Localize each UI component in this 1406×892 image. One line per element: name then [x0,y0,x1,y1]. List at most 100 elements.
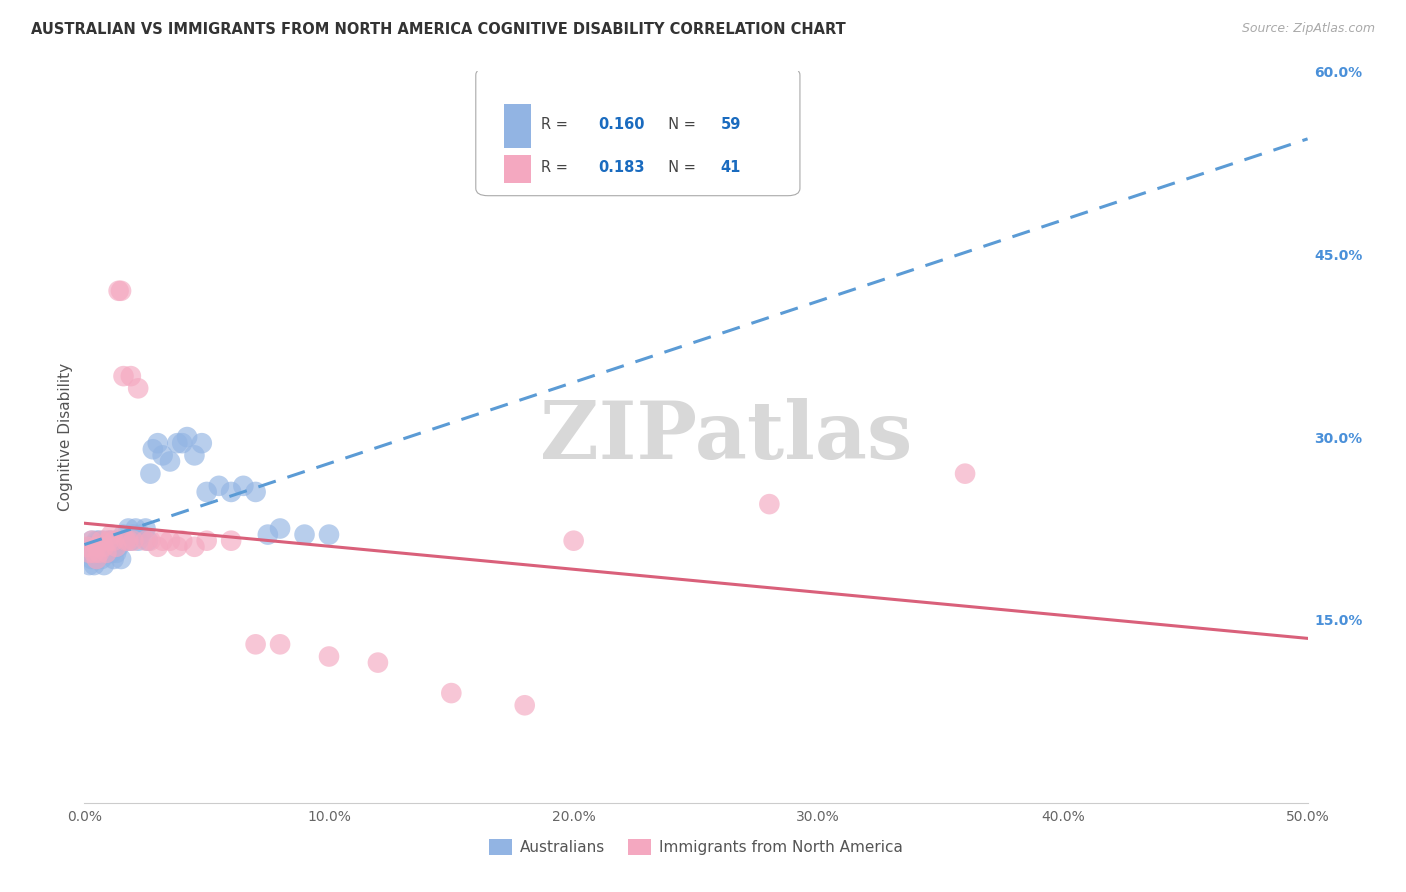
Point [232,479,254,493]
Point [318,649,340,664]
Point [245,637,267,651]
Y-axis label: Cognitive Disability: Cognitive Disability [58,363,73,511]
Point [80,533,103,548]
Point [953,467,976,481]
Point [208,479,231,493]
Point [294,527,316,541]
Text: ZIPatlas: ZIPatlas [540,398,912,476]
Point [103,552,125,566]
Text: N =: N = [659,161,700,176]
Point [93,533,115,548]
Point [105,546,128,560]
Point [142,442,165,457]
Point [136,533,159,548]
Point [159,454,181,468]
Point [367,656,389,670]
Point [758,497,780,511]
Point [112,527,135,541]
Point [97,533,120,548]
Point [115,533,138,548]
Text: Source: ZipAtlas.com: Source: ZipAtlas.com [1241,22,1375,36]
Point [129,527,152,541]
Text: 0.183: 0.183 [598,161,644,176]
Point [183,540,205,554]
Point [80,533,103,548]
Point [107,540,129,554]
Point [90,552,112,566]
Point [77,540,100,554]
Point [146,540,169,554]
Point [83,558,105,573]
Point [152,448,174,462]
Point [105,540,128,554]
Text: 59: 59 [720,117,741,131]
Point [135,533,157,548]
Point [125,521,148,535]
Point [127,381,149,395]
Point [159,533,181,548]
Point [176,430,198,444]
Point [86,540,108,554]
Point [76,540,98,554]
Point [97,533,120,548]
Point [97,540,120,554]
Point [90,540,112,554]
Point [127,533,149,548]
Point [110,552,132,566]
Point [166,540,188,554]
Point [103,533,125,548]
Point [152,533,174,548]
Text: AUSTRALIAN VS IMMIGRANTS FROM NORTH AMERICA COGNITIVE DISABILITY CORRELATION CHA: AUSTRALIAN VS IMMIGRANTS FROM NORTH AMER… [31,22,845,37]
Point [139,467,162,481]
Point [183,448,205,462]
Point [146,436,169,450]
Point [86,540,108,554]
Point [93,546,115,560]
Point [80,552,103,566]
Point [120,533,142,548]
Point [96,546,118,560]
Point [93,558,115,573]
Text: 41: 41 [720,161,741,176]
Point [87,533,110,548]
Point [87,546,110,560]
Text: R =: R = [541,117,572,131]
Point [112,369,135,384]
Text: R =: R = [541,161,572,176]
Point [166,436,188,450]
Point [96,540,118,554]
Point [83,546,105,560]
Point [100,527,122,541]
Point [172,533,194,548]
Point [117,533,139,548]
Point [318,527,340,541]
Text: N =: N = [659,117,700,131]
Point [122,527,145,541]
Point [100,533,122,548]
Point [562,533,585,548]
Point [77,546,100,560]
Bar [503,104,531,148]
Point [93,540,115,554]
Point [100,546,122,560]
Point [191,436,214,450]
Point [76,546,98,560]
Point [195,533,218,548]
Point [115,533,138,548]
Point [103,540,125,554]
Point [96,546,118,560]
Point [110,284,132,298]
Point [86,552,108,566]
Point [120,369,142,384]
Point [87,546,110,560]
Point [110,533,132,548]
Point [195,485,218,500]
Point [513,698,536,713]
Point [219,533,242,548]
Point [269,521,291,535]
Point [139,533,162,548]
Point [86,552,108,566]
Point [269,637,291,651]
Point [86,533,108,548]
Point [440,686,463,700]
